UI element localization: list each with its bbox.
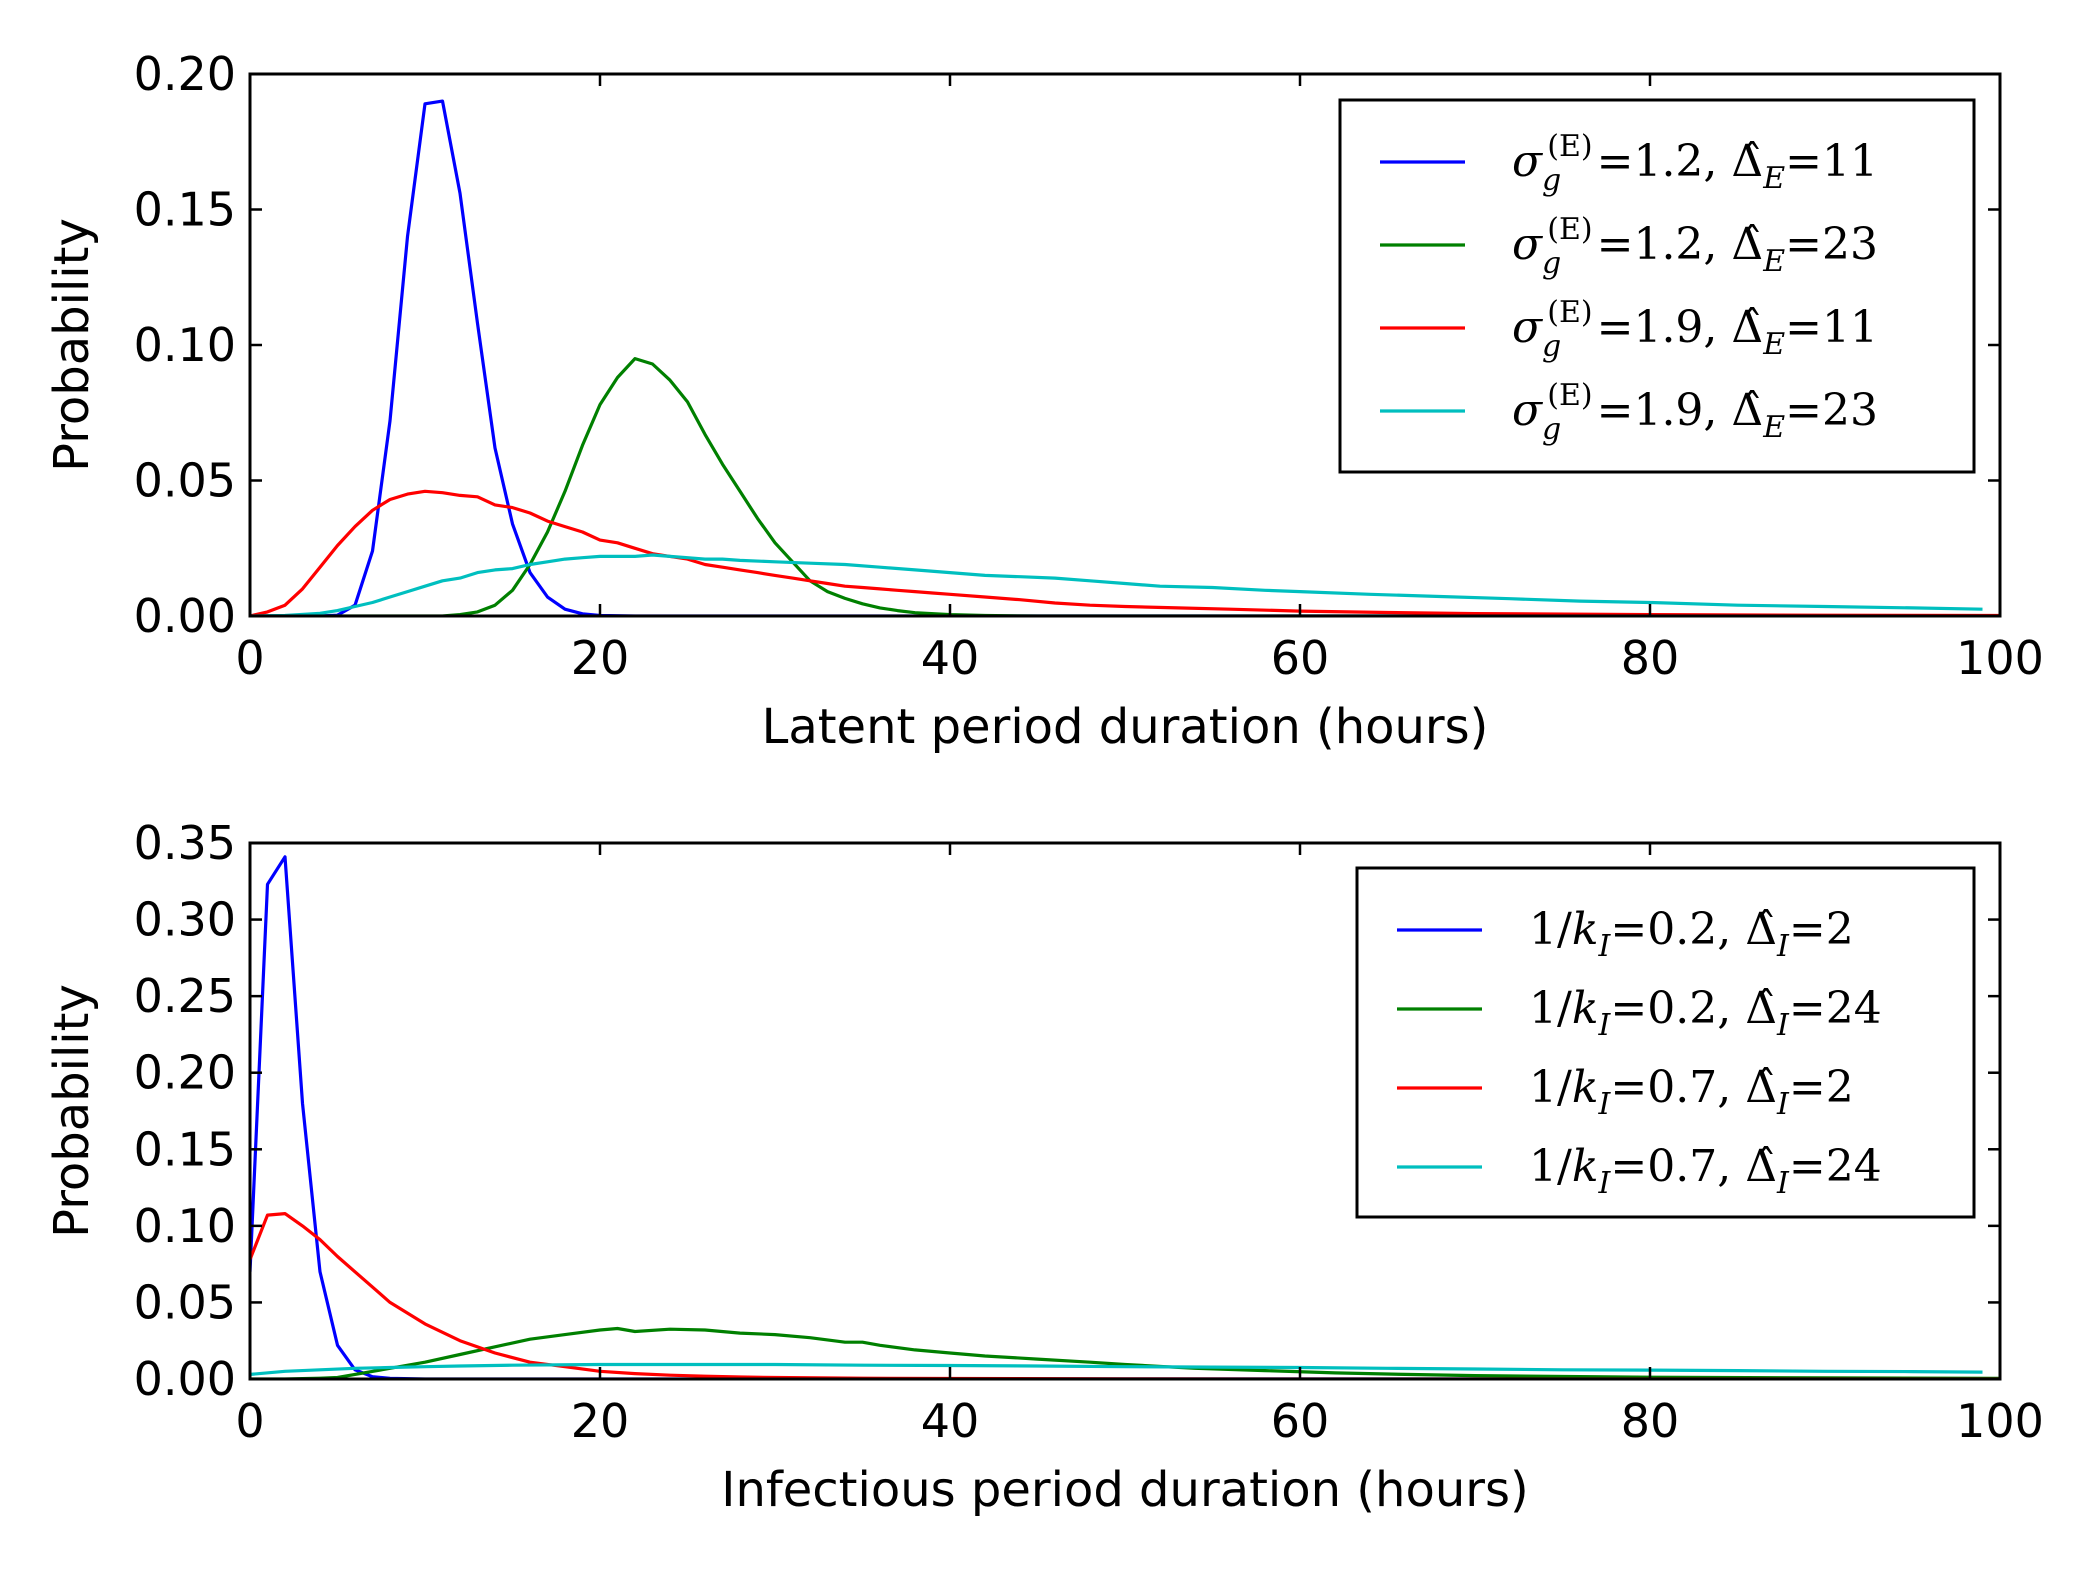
x-axis-label: Infectious period duration (hours) (721, 1462, 1528, 1518)
x-axis-label: Latent period duration (hours) (762, 699, 1489, 755)
legend-label-4: σg(E)=1.9, Δ̂E=23 (1512, 378, 1878, 447)
x-tick-label: 60 (1271, 631, 1330, 685)
legend-label-2: 1/kI=0.2, Δ̂I=24 (1529, 983, 1882, 1043)
y-axis-label: Probability (44, 218, 100, 472)
x-tick-label: 0 (235, 1394, 264, 1448)
x-tick-label: 20 (571, 1394, 630, 1448)
y-tick-label: 0.05 (134, 1275, 236, 1329)
series-line-3 (250, 1211, 2000, 1379)
x-tick-label: 0 (235, 631, 264, 685)
legend-label-1: σg(E)=1.2, Δ̂E=11 (1512, 129, 1878, 198)
y-tick-label: 0.20 (134, 47, 236, 101)
legend-label-3: 1/kI=0.7, Δ̂I=2 (1529, 1062, 1854, 1122)
y-tick-label: 0.00 (134, 589, 236, 643)
y-tick-label: 0.10 (134, 1199, 236, 1253)
legend-label-3: σg(E)=1.9, Δ̂E=11 (1512, 295, 1878, 364)
x-tick-label: 100 (1956, 1394, 2044, 1448)
y-tick-label: 0.30 (134, 893, 236, 947)
y-tick-label: 0.10 (134, 318, 236, 372)
legend-box (1355, 866, 1976, 1219)
x-tick-label: 80 (1621, 1394, 1680, 1448)
infectious-period-chart: 0 20 40 60 80 100 0.00 0.05 0.10 0.15 0.20 0.25 0.30… (44, 816, 2044, 1518)
x-tick-label: 20 (571, 631, 630, 685)
series-line-2 (250, 357, 2000, 616)
x-tick-label: 40 (921, 1394, 980, 1448)
y-tick-label: 0.15 (134, 1122, 236, 1176)
series-line-3 (250, 489, 2000, 616)
legend: σg(E)=1.2, Δ̂E=11 σg(E)=1.2, Δ̂E=23 σg(E)=… (1338, 98, 1976, 474)
series-line-4 (250, 1362, 1983, 1376)
x-tick-label: 60 (1271, 1394, 1330, 1448)
y-tick-label: 0.15 (134, 183, 236, 237)
legend: 1/kI=0.2, Δ̂I=2 1/kI=0.2, Δ̂I=24 1/kI=0.7,… (1355, 866, 1976, 1219)
x-tick-label: 40 (921, 631, 980, 685)
y-tick-label: 0.00 (134, 1352, 236, 1406)
series-line-2 (250, 1326, 2000, 1379)
series-line-4 (250, 553, 1983, 616)
y-tick-label: 0.35 (134, 816, 236, 870)
legend-label-4: 1/kI=0.7, Δ̂I=24 (1529, 1141, 1882, 1201)
plot-frame (248, 841, 2002, 1381)
legend-label-2: σg(E)=1.2, Δ̂E=23 (1512, 212, 1878, 281)
y-tick-label: 0.25 (134, 969, 236, 1023)
y-tick-label: 0.05 (134, 454, 236, 508)
legend-label-1: 1/kI=0.2, Δ̂I=2 (1529, 904, 1854, 964)
latent-period-chart: 0 20 40 60 80 100 0.00 0.05 0.10 0.15 0.20 Latent … (44, 47, 2044, 755)
x-tick-label: 100 (1956, 631, 2044, 685)
y-tick-label: 0.20 (134, 1046, 236, 1100)
y-axis-label: Probability (44, 984, 100, 1238)
x-tick-label: 80 (1621, 631, 1680, 685)
